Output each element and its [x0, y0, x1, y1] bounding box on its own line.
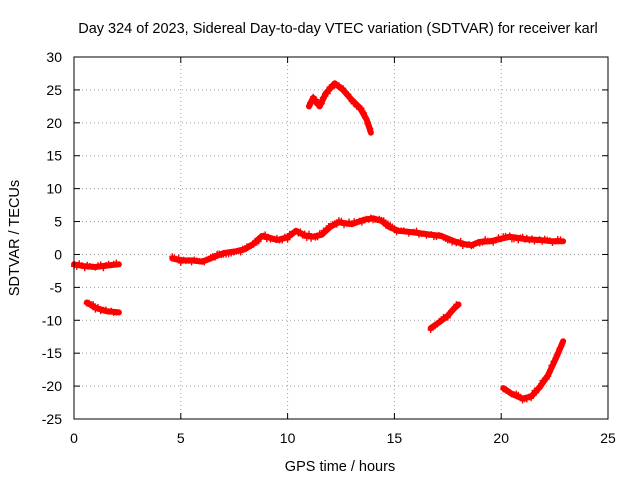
chart-title: Day 324 of 2023, Sidereal Day-to-day VTE…: [78, 21, 598, 37]
plus-marker: [306, 103, 312, 109]
plus-marker: [318, 231, 325, 238]
plus-marker: [446, 311, 453, 318]
plus-marker: [324, 90, 331, 97]
plus-marker: [73, 263, 80, 270]
y-tick-label: 15: [46, 148, 62, 164]
plus-marker: [262, 231, 269, 238]
plus-marker: [479, 239, 486, 246]
plus-marker: [547, 367, 554, 374]
plus-marker: [284, 236, 291, 243]
y-tick-label: -20: [42, 378, 62, 394]
plus-marker: [528, 395, 535, 402]
data-series: [71, 80, 567, 404]
y-tick-label: 10: [46, 181, 62, 197]
series-track-2: [83, 299, 122, 316]
plus-marker: [517, 393, 524, 400]
plus-marker: [281, 233, 288, 240]
plus-marker: [549, 362, 556, 369]
plus-marker: [529, 235, 535, 242]
x-tick-label: 15: [387, 430, 403, 446]
plus-marker: [81, 265, 88, 272]
series-track-6: [500, 338, 567, 404]
y-tick-label: -5: [50, 279, 63, 295]
plus-marker: [313, 96, 320, 103]
plus-marker: [237, 249, 244, 256]
plus-marker: [333, 221, 340, 228]
x-tick-label: 20: [493, 430, 509, 446]
plus-marker: [318, 100, 325, 107]
plus-marker: [297, 228, 304, 235]
plus-marker: [345, 91, 352, 98]
plus-marker: [113, 259, 120, 266]
y-tick-label: 30: [46, 49, 62, 65]
plus-marker: [529, 391, 536, 398]
y-tick-label: 20: [46, 115, 62, 131]
series-track-1: [71, 259, 122, 272]
plus-marker: [367, 125, 374, 132]
plus-marker: [352, 99, 359, 106]
x-tick-label: 5: [177, 430, 185, 446]
plus-marker: [558, 343, 565, 350]
plus-marker: [314, 234, 321, 241]
plus-marker: [451, 305, 458, 312]
plus-marker: [100, 265, 107, 272]
plus-marker: [506, 232, 513, 239]
plus-marker: [177, 259, 184, 266]
plus-marker: [538, 380, 545, 387]
plus-marker: [361, 110, 368, 116]
x-tick-label: 0: [70, 430, 78, 446]
x-tick-label: 25: [600, 430, 616, 446]
plus-marker: [250, 241, 257, 248]
y-tick-label: 25: [46, 82, 62, 98]
plus-marker: [533, 389, 540, 396]
plus-marker: [113, 309, 120, 316]
plus-marker: [255, 238, 262, 245]
plus-marker: [454, 301, 461, 308]
plus-marker: [444, 314, 451, 321]
x-tick-label: 10: [280, 430, 296, 446]
plus-marker: [551, 357, 558, 364]
plus-marker: [323, 226, 330, 233]
plus-marker: [446, 236, 453, 243]
plus-marker: [95, 304, 101, 310]
plus-marker: [559, 340, 566, 347]
plus-marker: [89, 263, 96, 270]
plus-marker: [340, 85, 347, 92]
series-track-4: [306, 80, 374, 136]
plus-marker: [279, 237, 286, 244]
y-tick-label: -10: [42, 312, 62, 328]
y-tick-label: 0: [54, 246, 62, 262]
axis-ticks: 0 5 10 15 20 25 -25 -20 -15 -10 -5 0 5 10 15 20 25 30: [42, 49, 616, 446]
y-tick-label: -25: [42, 411, 62, 427]
series-track-5: [427, 301, 462, 333]
plus-marker: [212, 254, 218, 261]
plus-marker: [380, 217, 387, 224]
y-axis-label: SDTVAR / TECUs: [7, 180, 23, 296]
plus-marker: [90, 301, 97, 308]
plus-marker: [457, 237, 464, 244]
plot-frame: [73, 56, 609, 420]
plus-marker: [306, 230, 312, 237]
plus-marker: [492, 237, 499, 244]
plus-marker: [347, 95, 353, 102]
plus-marker: [391, 224, 398, 231]
plus-marker: [434, 321, 441, 328]
plus-marker: [555, 349, 562, 356]
plus-marker: [310, 93, 317, 100]
plus-marker: [320, 93, 327, 100]
plus-marker: [545, 373, 552, 380]
plus-marker: [557, 236, 564, 243]
x-axis-label: GPS time / hours: [285, 459, 395, 475]
plus-marker: [338, 217, 345, 224]
y-tick-label: -15: [42, 345, 62, 361]
plus-marker: [97, 261, 104, 268]
y-tick-label: 5: [54, 214, 62, 230]
series-track-3: [169, 214, 567, 266]
plus-marker: [175, 254, 182, 261]
plus-marker: [413, 227, 420, 234]
plus-marker: [438, 317, 445, 324]
